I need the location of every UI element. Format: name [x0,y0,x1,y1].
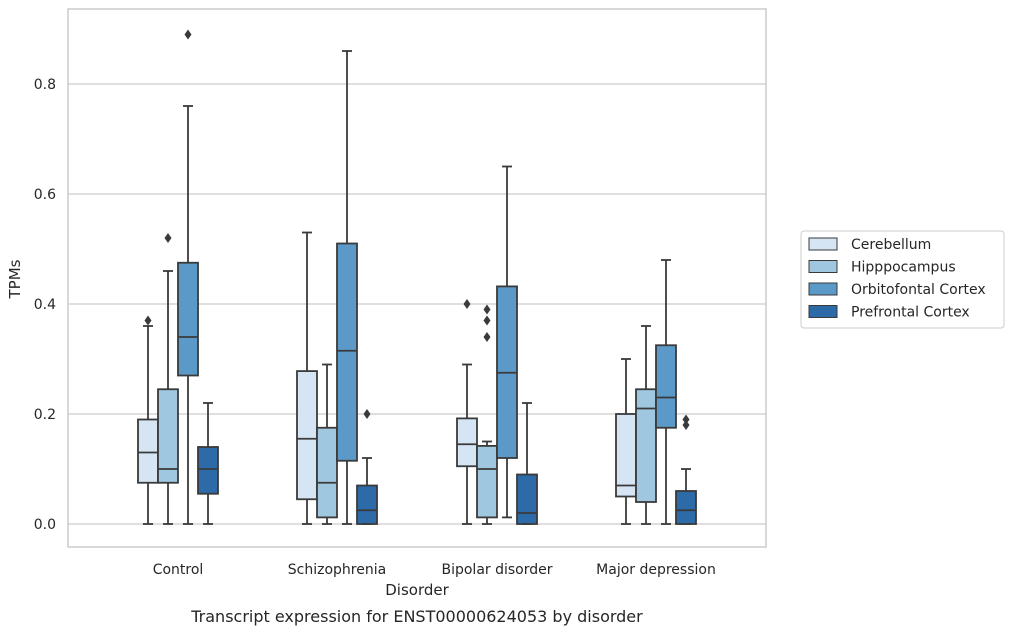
legend-label: Prefrontal Cortex [851,305,970,321]
outlier-point [144,315,152,326]
iqr-box [675,490,697,525]
box-orbitofontal-cortex-0 [177,29,199,525]
y-tick-label: 0.0 [34,517,56,533]
outlier-point [363,409,371,419]
y-tick-labels: 0.0 0.2 0.4 0.6 0.8 [34,77,56,533]
iqr-box [615,413,637,498]
legend-swatch [808,305,838,318]
iqr-box [356,484,378,525]
box-hipppocampus-2 [476,304,498,525]
x-tick-label: Schizophrenia [288,562,386,578]
legend: Cerebellum Hipppocampus Orbitofontal Corte… [800,230,1005,329]
iqr-box [296,370,318,501]
y-tick-label: 0.2 [34,407,56,423]
outlier-point [184,29,192,40]
iqr-box [635,388,657,503]
box-hipppocampus-3 [635,325,657,525]
legend-swatch [808,260,838,273]
y-tick-label: 0.4 [34,297,56,313]
box-cerebellum-3 [615,358,637,525]
iqr-box [456,417,478,468]
x-tick-label: Bipolar disorder [441,562,552,578]
legend-frame [800,230,1005,329]
outlier-point [164,233,172,243]
legend-swatch [808,282,838,296]
box-cerebellum-2 [456,299,478,525]
box-cerebellum-1 [296,231,318,525]
iqr-box [476,444,498,519]
iqr-box [316,426,338,519]
iqr-box [336,242,358,462]
iqr-box [157,388,179,484]
box-orbitofontal-cortex-3 [655,259,677,525]
x-tick-label: Control [153,562,204,578]
box-prefrontal-cortex-3 [675,414,697,525]
legend-label: Orbitofontal Cortex [851,282,986,298]
x-axis-label: Disorder [385,581,449,599]
legend-label: Hipppocampus [851,260,956,276]
y-tick-label: 0.8 [34,77,56,93]
y-axis-label: TPMs [6,259,24,299]
outlier-point [682,420,690,430]
iqr-box [137,418,159,484]
box-cerebellum-0 [137,315,159,525]
x-tick-label: Major depression [596,562,716,578]
outlier-point [483,315,491,326]
box-hipppocampus-1 [316,363,338,525]
box-prefrontal-cortex-2 [516,402,538,525]
iqr-box [516,473,538,525]
legend-swatch [808,237,838,251]
box-hipppocampus-0 [157,233,179,525]
plot-frame [67,8,767,548]
box-orbitofontal-cortex-2 [496,165,518,519]
iqr-box [177,261,199,377]
iqr-box [197,446,219,495]
x-tick-labels: Control Schizophrenia Bipolar disorder Majo… [153,562,716,578]
box-prefrontal-cortex-1 [356,409,378,525]
outlier-point [463,299,471,309]
box-prefrontal-cortex-0 [197,402,219,525]
outlier-point [483,332,491,342]
box-groups [137,29,697,525]
outlier-point [483,304,491,315]
y-tick-label: 0.6 [34,187,56,203]
outlier-point [682,414,690,425]
iqr-box [655,344,677,429]
chart-caption: Transcript expression for ENST0000062405… [190,607,643,626]
box-orbitofontal-cortex-1 [336,50,358,525]
legend-label: Cerebellum [851,237,931,253]
